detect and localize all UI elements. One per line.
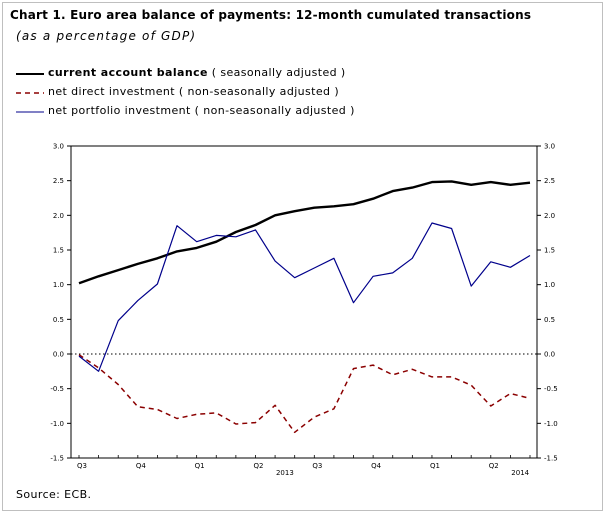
legend-note-portfolio-investment: ( non-seasonally adjusted ) bbox=[190, 104, 355, 117]
y-tick-label-left: 1.5 bbox=[53, 247, 64, 255]
y-tick-label-left: 1.0 bbox=[53, 281, 64, 289]
x-year-label: 2013 bbox=[276, 469, 294, 477]
y-tick-label-right: 3.0 bbox=[544, 143, 555, 151]
y-tick-label-left: -1.5 bbox=[50, 455, 64, 463]
y-tick-label-right: 2.0 bbox=[544, 212, 555, 220]
legend-note-direct-investment: ( non-seasonally adjusted ) bbox=[175, 85, 340, 98]
chart-subtitle: (as a percentage of GDP) bbox=[16, 29, 197, 43]
y-tick-label-left: -1.0 bbox=[50, 420, 64, 428]
y-tick-label-left: 3.0 bbox=[53, 143, 64, 151]
legend-swatch-current-account bbox=[16, 73, 44, 75]
series-current-account bbox=[78, 180, 531, 285]
series-portfolio-investment bbox=[78, 222, 531, 372]
x-quarter-label: Q2 bbox=[489, 462, 499, 470]
y-tick-label-right: -1.0 bbox=[544, 420, 558, 428]
y-tick-label-left: -0.5 bbox=[50, 385, 64, 393]
x-quarter-label: Q4 bbox=[136, 462, 147, 470]
y-tick-label-right: -1.5 bbox=[544, 455, 558, 463]
source-note: Source: ECB. bbox=[16, 488, 92, 501]
y-tick-label-left: 2.0 bbox=[53, 212, 64, 220]
y-tick-label-left: 0.5 bbox=[53, 316, 64, 324]
x-year-label: 2014 bbox=[511, 469, 529, 477]
y-tick-label-right: 0.0 bbox=[544, 351, 555, 359]
series-direct-investment bbox=[78, 354, 531, 434]
legend-label-portfolio-investment: net portfolio investment bbox=[48, 104, 191, 117]
plot-area bbox=[70, 145, 538, 459]
legend-label-current-account: current account balance bbox=[48, 66, 208, 79]
x-quarter-label: Q3 bbox=[77, 462, 87, 470]
y-tick-label-right: 2.5 bbox=[544, 177, 555, 185]
x-quarter-label: Q4 bbox=[371, 462, 382, 470]
x-quarter-label: Q1 bbox=[430, 462, 440, 470]
legend-swatch-direct-investment bbox=[16, 92, 44, 94]
y-tick-label-left: 2.5 bbox=[53, 177, 64, 185]
chart-frame bbox=[2, 2, 603, 511]
x-quarter-label: Q2 bbox=[253, 462, 263, 470]
x-quarter-label: Q3 bbox=[312, 462, 322, 470]
y-tick-label-right: -0.5 bbox=[544, 385, 558, 393]
legend-note-current-account: ( seasonally adjusted ) bbox=[207, 66, 346, 79]
y-tick-label-left: 0.0 bbox=[53, 351, 64, 359]
y-tick-label-right: 1.5 bbox=[544, 247, 555, 255]
legend-swatch-portfolio-investment bbox=[16, 111, 44, 113]
y-tick-label-right: 0.5 bbox=[544, 316, 555, 324]
x-quarter-label: Q1 bbox=[195, 462, 205, 470]
y-tick-label-right: 1.0 bbox=[544, 281, 555, 289]
chart-title: Chart 1. Euro area balance of payments: … bbox=[10, 8, 532, 22]
legend-label-direct-investment: net direct investment bbox=[48, 85, 176, 98]
